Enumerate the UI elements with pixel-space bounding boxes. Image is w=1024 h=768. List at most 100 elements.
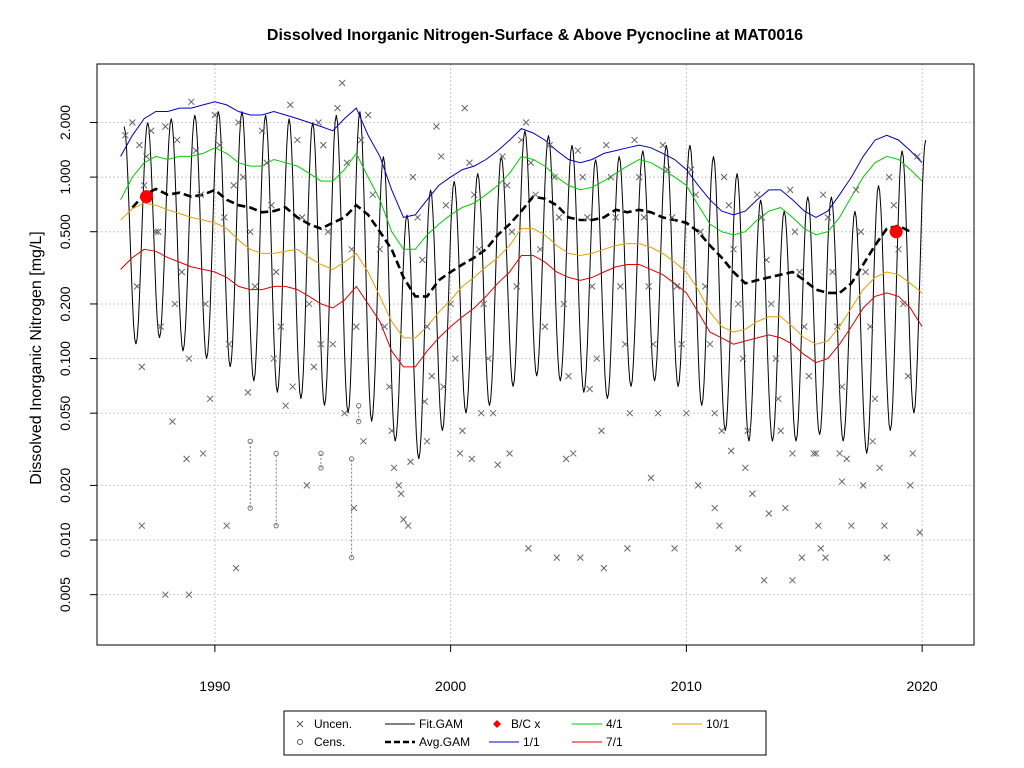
uncensored-point [433,123,440,130]
marker-stroke [433,123,440,130]
uncensored-point [789,576,796,584]
uncensored-point [459,427,466,435]
uncensored-point [286,101,294,109]
marker-stroke [143,153,150,160]
uncensored-point [576,554,584,561]
uncensored-point [586,385,594,393]
uncensored-point [397,490,405,498]
marker-stroke [369,191,377,199]
marker-stroke [329,340,337,348]
uncensored-point [522,119,530,126]
uncensored-point [584,214,591,221]
marker-stroke [263,159,271,167]
marker-stroke [812,450,820,457]
marker-stroke [199,450,207,457]
marker-stroke [876,464,884,472]
uncensored-point [270,355,278,362]
uncensored-point [305,300,313,308]
marker-stroke [822,554,829,561]
marker-stroke [720,173,728,181]
marker-stroke [760,576,768,584]
censored-point [355,418,362,425]
uncensored-point [883,554,891,561]
marker-stroke [800,323,808,330]
marker-stroke [338,79,346,87]
y-tick-label: 1.000 [57,159,73,194]
legend-key [493,720,501,728]
bc-point [889,225,903,239]
marker-stroke [129,119,136,126]
marker-stroke [631,136,638,144]
marker-stroke [407,458,414,466]
marker-stroke [477,409,485,417]
uncensored-point [143,153,150,160]
x-axis: 1990 2000 2010 2020 [199,644,938,694]
uncensored-point [317,340,325,348]
uncensored-point [289,383,297,391]
marker-stroke [772,355,780,362]
marker-stroke [404,522,412,530]
marker-stroke [294,136,301,144]
uncensored-point [659,141,667,149]
marker-stroke [286,101,294,109]
marker-stroke [152,228,160,236]
uncensored-point [225,340,233,348]
censored-point [273,522,279,529]
uncensored-point [871,395,879,403]
points-layer [121,79,924,599]
x-tick-label: 2000 [435,678,466,694]
y-axis-label: Dissolved Inorganic Nitrogen [mg/L] [28,231,45,484]
censored-point [318,465,324,471]
uncensored-point [447,300,454,308]
uncensored-point [503,182,511,189]
uncensored-point [791,228,799,236]
marker-stroke [211,111,219,119]
marker-stroke [251,283,259,290]
marker-stroke [484,355,492,362]
marker-stroke [819,191,827,199]
uncensored-point [461,104,469,112]
uncensored-point [720,173,728,181]
uncensored-point [506,450,513,457]
marker-stroke [282,402,289,410]
uncensored-point [277,323,285,330]
uncensored-point [819,191,827,199]
marker-stroke [706,340,714,348]
uncensored-point [518,136,525,144]
marker-stroke [553,554,561,561]
uncensored-point [760,576,768,584]
legend-item: Fit.GAM [385,717,463,731]
marker-stroke [315,119,322,126]
uncensored-point [916,529,924,536]
marker-stroke [206,395,214,403]
marker-stroke [185,591,193,599]
uncensored-point [767,300,775,308]
legend-label: 10/1 [706,717,730,731]
marker-stroke [866,323,874,330]
marker-stroke [914,153,921,160]
marker-stroke [183,455,190,463]
uncensored-point [843,455,851,463]
uncensored-point [678,340,686,348]
uncensored-point [324,228,332,236]
legend-label: 4/1 [606,717,623,731]
marker-stroke [235,119,242,126]
uncensored-point [499,153,506,160]
uncensored-point [494,461,502,469]
uncensored-point [223,522,231,530]
legend: Uncen. Fit.GAM B/C x 4/1 10/1 Cens. Avg.GAM 1/1… [283,710,767,756]
uncensored-point [647,474,655,482]
marker-stroke [546,141,553,149]
uncensored-point [774,395,782,403]
uncensored-point [484,355,492,362]
marker-stroke [310,363,318,371]
uncensored-point [815,522,822,530]
chart-title: Dissolved Inorganic Nitrogen-Surface & A… [267,27,803,44]
uncensored-point [220,214,228,221]
uncensored-point [899,300,907,308]
marker-stroke [612,214,620,221]
uncensored-point [364,111,372,119]
uncensored-point [390,464,398,472]
marker-stroke [576,554,584,561]
marker-stroke [506,450,513,457]
